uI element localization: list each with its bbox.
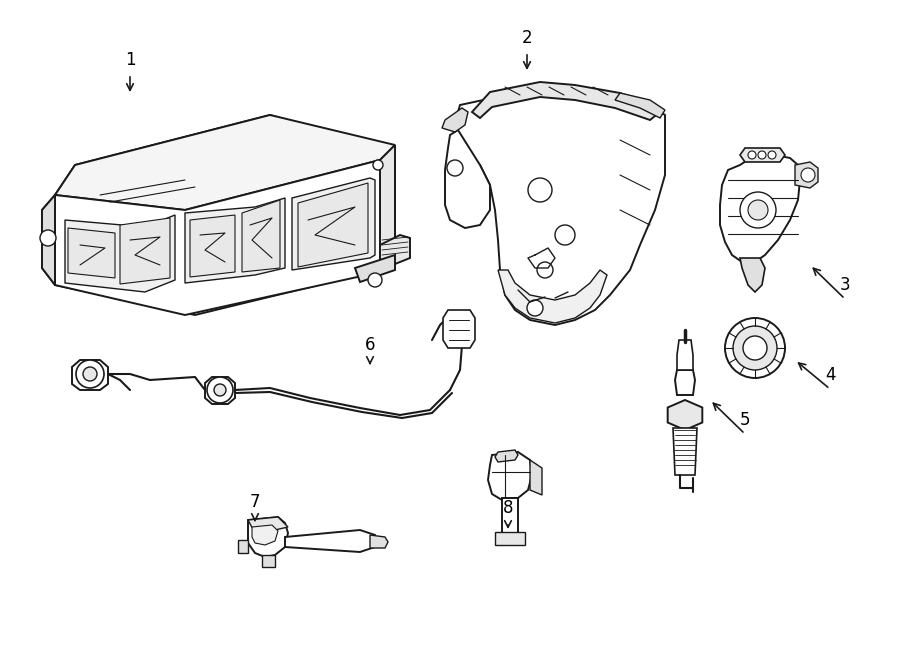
Text: 5: 5 bbox=[740, 411, 751, 429]
Text: 2: 2 bbox=[522, 29, 532, 47]
Polygon shape bbox=[285, 530, 375, 552]
Circle shape bbox=[76, 360, 104, 388]
Text: 3: 3 bbox=[840, 276, 850, 294]
Circle shape bbox=[748, 151, 756, 159]
Polygon shape bbox=[55, 160, 395, 315]
Polygon shape bbox=[65, 215, 175, 292]
Polygon shape bbox=[442, 108, 468, 132]
Circle shape bbox=[368, 273, 382, 287]
Polygon shape bbox=[298, 183, 368, 267]
Circle shape bbox=[527, 300, 543, 316]
Circle shape bbox=[725, 318, 785, 378]
Circle shape bbox=[83, 367, 97, 381]
Circle shape bbox=[743, 336, 767, 360]
Polygon shape bbox=[242, 200, 280, 272]
Polygon shape bbox=[615, 93, 665, 118]
Polygon shape bbox=[120, 218, 170, 284]
Polygon shape bbox=[502, 498, 518, 535]
Text: 6: 6 bbox=[364, 336, 375, 354]
Polygon shape bbox=[68, 228, 115, 278]
Polygon shape bbox=[72, 360, 108, 390]
Circle shape bbox=[748, 200, 768, 220]
Polygon shape bbox=[445, 130, 490, 228]
Polygon shape bbox=[675, 370, 695, 395]
Polygon shape bbox=[42, 195, 55, 285]
Polygon shape bbox=[668, 400, 702, 430]
Polygon shape bbox=[498, 270, 607, 323]
Circle shape bbox=[214, 384, 226, 396]
Circle shape bbox=[740, 192, 776, 228]
Text: 4: 4 bbox=[824, 366, 835, 384]
Polygon shape bbox=[238, 540, 248, 553]
Polygon shape bbox=[185, 198, 285, 283]
Polygon shape bbox=[370, 535, 388, 548]
Polygon shape bbox=[740, 258, 765, 292]
Polygon shape bbox=[495, 532, 525, 545]
Polygon shape bbox=[720, 155, 800, 262]
Polygon shape bbox=[673, 428, 697, 475]
Polygon shape bbox=[262, 555, 275, 567]
Circle shape bbox=[207, 377, 233, 403]
Polygon shape bbox=[380, 145, 395, 272]
Polygon shape bbox=[205, 377, 235, 404]
Circle shape bbox=[373, 160, 383, 170]
Text: 7: 7 bbox=[250, 493, 260, 511]
Circle shape bbox=[447, 160, 463, 176]
Polygon shape bbox=[472, 82, 660, 120]
Polygon shape bbox=[248, 517, 288, 533]
Polygon shape bbox=[495, 450, 518, 462]
Polygon shape bbox=[740, 148, 785, 162]
Text: 8: 8 bbox=[503, 499, 513, 517]
Circle shape bbox=[801, 168, 815, 182]
Polygon shape bbox=[380, 235, 410, 270]
Polygon shape bbox=[55, 115, 395, 210]
Polygon shape bbox=[795, 162, 818, 188]
Circle shape bbox=[528, 178, 552, 202]
Polygon shape bbox=[292, 178, 375, 270]
Circle shape bbox=[537, 262, 553, 278]
Circle shape bbox=[758, 151, 766, 159]
Polygon shape bbox=[355, 255, 395, 282]
Polygon shape bbox=[42, 115, 395, 315]
Polygon shape bbox=[190, 215, 235, 277]
Polygon shape bbox=[677, 340, 693, 370]
Polygon shape bbox=[488, 452, 532, 500]
Circle shape bbox=[40, 230, 56, 246]
Circle shape bbox=[733, 326, 777, 370]
Polygon shape bbox=[248, 517, 288, 557]
Polygon shape bbox=[252, 525, 278, 545]
Circle shape bbox=[555, 225, 575, 245]
Text: 1: 1 bbox=[125, 51, 135, 69]
Polygon shape bbox=[530, 460, 542, 495]
Polygon shape bbox=[443, 310, 475, 348]
Circle shape bbox=[768, 151, 776, 159]
Polygon shape bbox=[455, 90, 665, 325]
